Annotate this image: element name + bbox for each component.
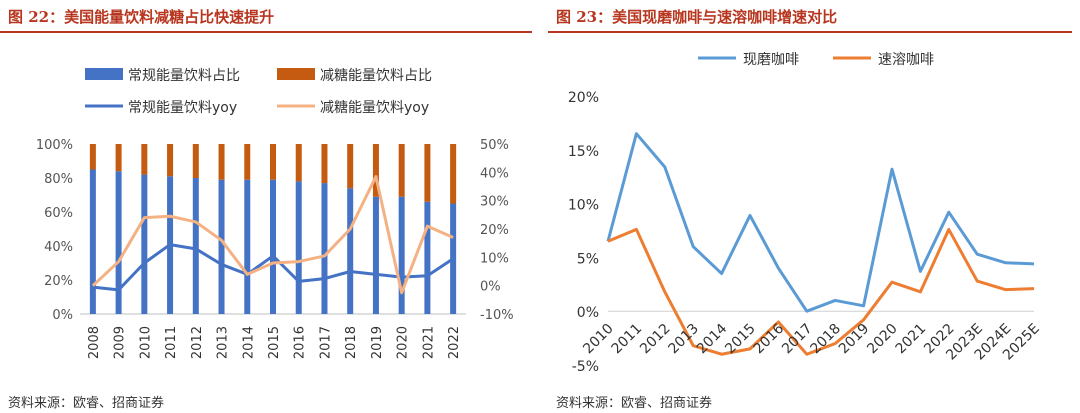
y-right-tick-label: 50%: [480, 138, 509, 153]
y-left-tick-label: 20%: [44, 274, 73, 289]
bar-segment: [89, 169, 96, 314]
bar-segment: [115, 171, 122, 314]
bar-segment: [295, 144, 302, 182]
bar-segment: [321, 144, 328, 184]
bar-segment: [218, 179, 225, 314]
bar-segment: [115, 144, 122, 172]
legend-swatch: [277, 68, 315, 80]
bar-segment: [424, 201, 431, 314]
bar-segment: [372, 144, 379, 197]
x-tick-label: 2015: [267, 326, 282, 359]
title-rule: [0, 31, 532, 33]
y-left-tick-label: 60%: [44, 206, 73, 221]
x-tick-label: 2022: [447, 326, 462, 359]
bar-segment: [424, 144, 431, 202]
bar-segment: [295, 181, 302, 314]
figure-22-source: 资料来源：欧睿、招商证券: [8, 396, 165, 411]
legend-label: 现磨咖啡: [743, 52, 799, 68]
x-tick-label: 2016: [293, 326, 308, 359]
figure-23-chart: 现磨咖啡 速溶咖啡-5%0%5%10%15%20%2010201120122013…: [568, 52, 1043, 375]
y-left-tick-label: 100%: [36, 138, 73, 153]
x-tick-label: 2012: [190, 326, 205, 359]
x-tick-label: 2010: [580, 321, 617, 358]
y-right-tick-label: 20%: [480, 223, 509, 238]
x-tick-label: 2013: [216, 326, 231, 359]
bar-segment: [218, 144, 225, 180]
bar-segment: [141, 144, 148, 175]
x-tick-label: 2011: [164, 326, 179, 359]
y-left-tick-label: 40%: [44, 240, 73, 255]
x-tick-label: 2018: [344, 326, 359, 359]
x-tick-label: 2021: [893, 321, 930, 358]
y-tick-label: 15%: [568, 144, 599, 160]
x-tick-label: 2012: [637, 321, 674, 358]
y-tick-label: 5%: [577, 251, 599, 267]
bar-segment: [192, 178, 199, 314]
x-tick-label: 2017: [318, 326, 333, 359]
bar-segment: [321, 183, 328, 314]
bar-segment: [244, 179, 251, 314]
y-right-tick-label: 10%: [480, 251, 509, 266]
legend-swatch: [85, 68, 123, 80]
bar-segment: [270, 144, 276, 180]
bar-segment: [347, 144, 354, 189]
legend-label: 减糖能量饮料占比: [320, 68, 432, 84]
y-tick-label: 20%: [568, 90, 599, 106]
figure-22-title: 图 22：美国能量饮料减糖占比快速提升: [8, 8, 275, 26]
bar-segment: [398, 196, 405, 314]
x-tick-label: 2011: [609, 321, 646, 358]
x-tick-label: 2020: [396, 326, 411, 359]
series-line: [607, 227, 1035, 356]
bar-segment: [244, 144, 251, 180]
series-line: [91, 175, 454, 295]
legend-label: 常规能量饮料yoy: [128, 100, 237, 116]
x-tick-label: 2009: [113, 326, 128, 359]
x-tick-label: 2020: [864, 321, 901, 358]
bar-segment: [372, 196, 379, 314]
legend-label: 减糖能量饮料yoy: [320, 100, 429, 116]
figure-22-panel: 图 22：美国能量饮料减糖占比快速提升 常规能量饮料占比 减糖能量饮料占比 常规能量…: [0, 8, 532, 411]
x-tick-label: 2021: [421, 326, 436, 359]
bar-segment: [347, 188, 354, 314]
y-tick-label: 10%: [568, 198, 599, 214]
x-tick-label: 2019: [370, 326, 385, 359]
figure-23-title: 图 23：美国现磨咖啡与速溶咖啡增速对比: [556, 8, 838, 26]
x-tick-label: 2010: [138, 326, 153, 359]
bar-segment: [89, 144, 96, 170]
legend-label: 常规能量饮料占比: [128, 68, 240, 84]
x-tick-label: 2014: [241, 326, 256, 359]
y-tick-label: 0%: [577, 305, 599, 321]
bar-segment: [167, 144, 174, 177]
bar-segment: [141, 174, 148, 314]
bar-segment: [450, 144, 457, 204]
bar-segment: [192, 144, 199, 178]
y-right-tick-label: 0%: [480, 280, 501, 295]
bar-segment: [270, 179, 276, 314]
y-tick-label: -5%: [572, 359, 599, 375]
series-line: [606, 132, 1035, 313]
y-right-tick-label: 40%: [480, 166, 509, 181]
legend-label: 速溶咖啡: [878, 52, 934, 68]
y-right-tick-label: -10%: [480, 308, 514, 323]
y-right-tick-label: 30%: [480, 195, 509, 210]
y-left-tick-label: 80%: [44, 172, 73, 187]
figure-23-panel: 图 23：美国现磨咖啡与速溶咖啡增速对比 现磨咖啡 速溶咖啡 -5% 0% 5% 10% 1…: [548, 0, 1080, 413]
series-line: [92, 243, 454, 292]
y-left-tick-label: 0%: [52, 308, 73, 323]
figure-23-source: 资料来源：欧睿、招商证券: [556, 396, 713, 411]
x-tick-label: 2008: [87, 326, 102, 359]
title-rule: [548, 31, 1072, 33]
bar-segment: [398, 144, 405, 197]
